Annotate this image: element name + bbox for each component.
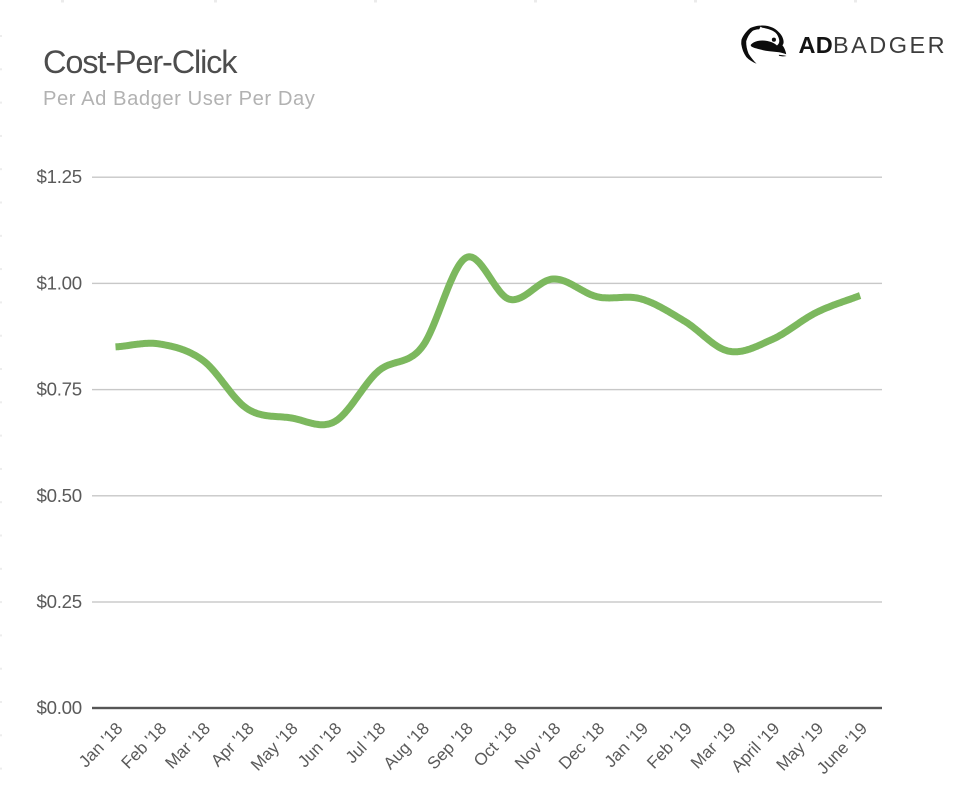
svg-text:Jun '18: Jun '18 [294, 719, 345, 771]
svg-text:April '19: April '19 [728, 719, 784, 776]
svg-text:$0.00: $0.00 [37, 697, 82, 718]
svg-text:Aug '18: Aug '18 [380, 719, 433, 773]
svg-text:$0.50: $0.50 [37, 485, 82, 506]
svg-text:May '18: May '18 [247, 719, 302, 775]
svg-text:$0.25: $0.25 [37, 591, 82, 612]
svg-text:Dec '18: Dec '18 [555, 719, 608, 773]
svg-text:Mar '18: Mar '18 [161, 719, 214, 773]
svg-text:Sep '18: Sep '18 [424, 719, 477, 773]
svg-text:Jan '19: Jan '19 [601, 719, 652, 771]
svg-text:Jan '18: Jan '18 [75, 719, 126, 771]
svg-text:Nov '18: Nov '18 [511, 719, 564, 773]
svg-text:$1.00: $1.00 [37, 272, 82, 293]
svg-text:$1.25: $1.25 [37, 166, 82, 187]
svg-text:$0.75: $0.75 [37, 379, 82, 400]
svg-text:Feb '18: Feb '18 [118, 719, 171, 773]
svg-text:Feb '19: Feb '19 [643, 719, 696, 773]
